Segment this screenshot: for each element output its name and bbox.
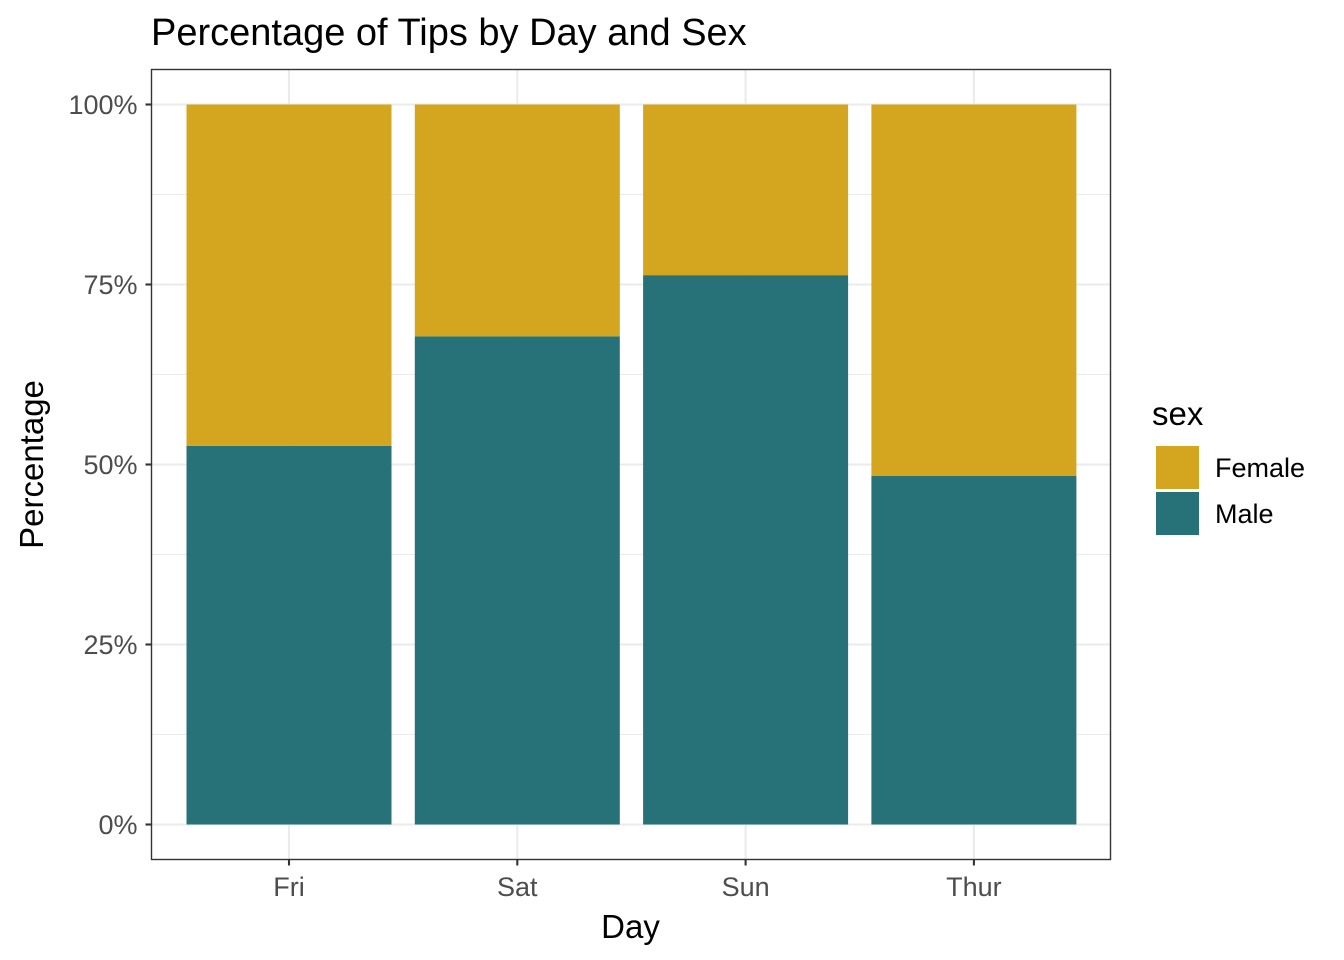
x-tick-label: Thur xyxy=(946,872,1002,902)
bar-layer xyxy=(186,104,1077,825)
x-tick-label: Sun xyxy=(722,872,770,902)
bar-male-sat xyxy=(414,336,620,825)
bar-female-fri xyxy=(186,104,392,446)
axis-layer: 0% 25% 50% 75% 100% Fri Sat Sun Thur xyxy=(68,90,1001,902)
legend-key-male xyxy=(1156,492,1199,535)
y-tick-label: 25% xyxy=(83,630,137,660)
y-tick-label: 50% xyxy=(83,450,137,480)
y-tick-label: 75% xyxy=(83,270,137,300)
bar-male-sun xyxy=(643,275,849,825)
legend-label-female: Female xyxy=(1215,453,1305,483)
legend-label-male: Male xyxy=(1215,499,1274,529)
bar-female-sun xyxy=(643,104,849,276)
bar-female-thur xyxy=(871,104,1077,477)
y-axis-title: Percentage xyxy=(13,380,50,549)
bar-male-fri xyxy=(186,445,392,825)
chart-title: Percentage of Tips by Day and Sex xyxy=(151,12,747,54)
legend-title: sex xyxy=(1152,395,1204,432)
legend-key-female xyxy=(1156,446,1199,489)
bar-female-sat xyxy=(414,104,620,337)
x-tick-label: Fri xyxy=(273,872,304,902)
x-axis-title: Day xyxy=(601,908,660,945)
bar-male-thur xyxy=(871,476,1077,825)
y-tick-label: 0% xyxy=(98,810,137,840)
y-tick-label: 100% xyxy=(68,90,137,120)
x-tick-label: Sat xyxy=(497,872,538,902)
legend: sex Female Male xyxy=(1152,395,1305,535)
